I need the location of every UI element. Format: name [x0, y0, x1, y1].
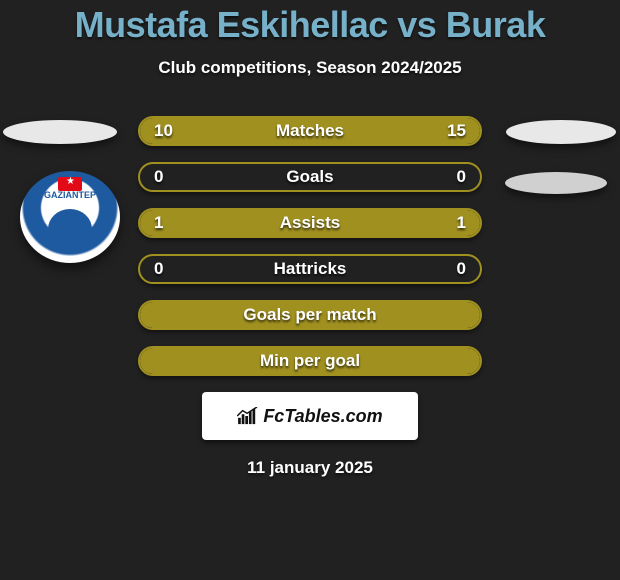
comparison-content: GAZIANTEP 10 15 Matches 0 0 Goals 1 1 Assists 0 0 H…: [0, 116, 620, 478]
subtitle: Club competitions, Season 2024/2025: [0, 58, 620, 78]
stat-value-left: 0: [154, 259, 163, 279]
player1-photo-placeholder: [3, 120, 117, 144]
stat-value-right: 0: [457, 259, 466, 279]
stat-value-right: 1: [457, 213, 466, 233]
stat-row: 0 0 Hattricks: [138, 254, 482, 284]
stat-row: 1 1 Assists: [138, 208, 482, 238]
stat-label: Hattricks: [274, 259, 347, 279]
player1-club-crest: GAZIANTEP: [20, 171, 120, 263]
stat-value-right: 0: [457, 167, 466, 187]
stat-value-left: 0: [154, 167, 163, 187]
stat-label: Assists: [280, 213, 340, 233]
source-logo-text: FcTables.com: [263, 406, 382, 427]
stat-label: Goals: [286, 167, 333, 187]
player2-badge-placeholder: [505, 172, 607, 194]
crest-shield: [48, 209, 92, 249]
stat-value-right: 15: [447, 121, 466, 141]
stat-row: 10 15 Matches: [138, 116, 482, 146]
stat-label: Min per goal: [260, 351, 360, 371]
stat-bars: 10 15 Matches 0 0 Goals 1 1 Assists 0 0 Hattricks Go…: [138, 116, 482, 376]
stat-row: Min per goal: [138, 346, 482, 376]
player2-photo-placeholder: [506, 120, 616, 144]
fctables-icon: [237, 407, 259, 425]
stat-label: Matches: [276, 121, 344, 141]
stat-value-left: 1: [154, 213, 163, 233]
crest-text: GAZIANTEP: [20, 191, 120, 200]
stat-row: 0 0 Goals: [138, 162, 482, 192]
page-title: Mustafa Eskihellac vs Burak: [0, 0, 620, 46]
source-logo: FcTables.com: [202, 392, 418, 440]
stat-value-left: 10: [154, 121, 173, 141]
stat-label: Goals per match: [243, 305, 376, 325]
snapshot-date: 11 january 2025: [0, 458, 620, 478]
stat-row: Goals per match: [138, 300, 482, 330]
